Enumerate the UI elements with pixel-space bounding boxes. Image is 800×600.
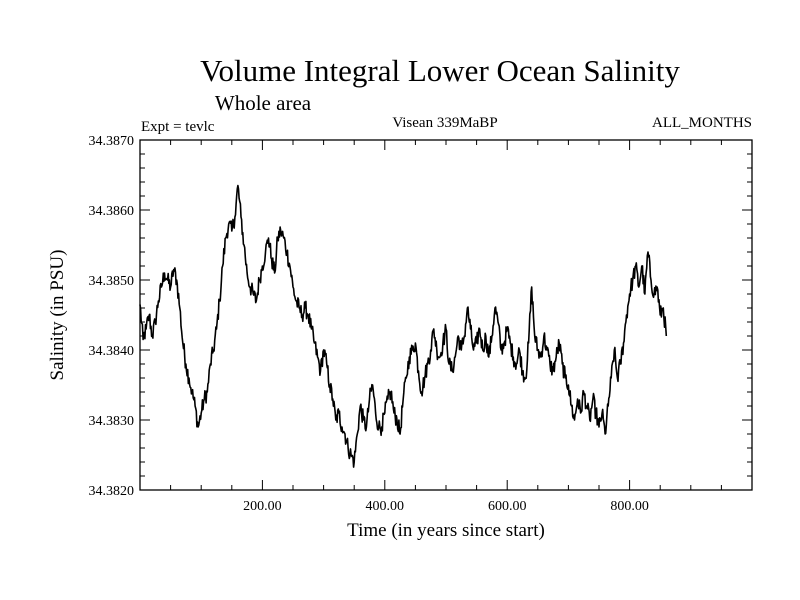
x-tick-label: 800.00	[610, 499, 649, 514]
y-tick-label: 34.3870	[89, 134, 135, 149]
period-label: Visean 339MaBP	[392, 115, 497, 131]
series-layer	[139, 184, 668, 468]
y-axis-label: Salinity (in PSU)	[47, 250, 68, 381]
plot-frame	[139, 139, 753, 491]
chart-subtitle: Whole area	[215, 91, 312, 115]
x-axis-label: Time (in years since start)	[347, 520, 545, 541]
tick-labels: 200.00 400.00 600.00 800.00 34.3820 34.3830 34…	[89, 134, 649, 514]
y-tick-label: 34.3850	[89, 274, 135, 289]
x-tick-label: 400.00	[366, 499, 405, 514]
series-line-salinity	[139, 184, 668, 468]
chart-title: Volume Integral Lower Ocean Salinity	[200, 53, 680, 88]
axis-ticks	[140, 139, 752, 491]
y-tick-label: 34.3840	[89, 344, 135, 359]
x-tick-label: 200.00	[243, 499, 282, 514]
y-tick-label: 34.3830	[89, 414, 135, 429]
y-tick-label: 34.3860	[89, 204, 135, 219]
x-tick-label: 600.00	[488, 499, 527, 514]
y-tick-label: 34.3820	[89, 484, 135, 499]
months-label: ALL_MONTHS	[652, 115, 752, 131]
experiment-label: Expt = tevlc	[141, 119, 215, 135]
